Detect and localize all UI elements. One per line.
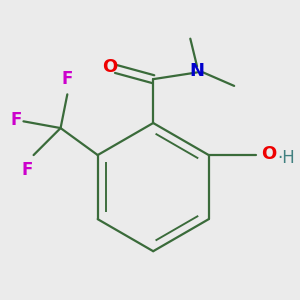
Text: N: N <box>190 62 205 80</box>
Text: ·H: ·H <box>277 149 295 167</box>
Text: F: F <box>22 161 33 179</box>
Text: F: F <box>11 111 22 129</box>
Text: F: F <box>61 70 73 88</box>
Text: O: O <box>102 58 118 76</box>
Text: O: O <box>261 145 276 163</box>
